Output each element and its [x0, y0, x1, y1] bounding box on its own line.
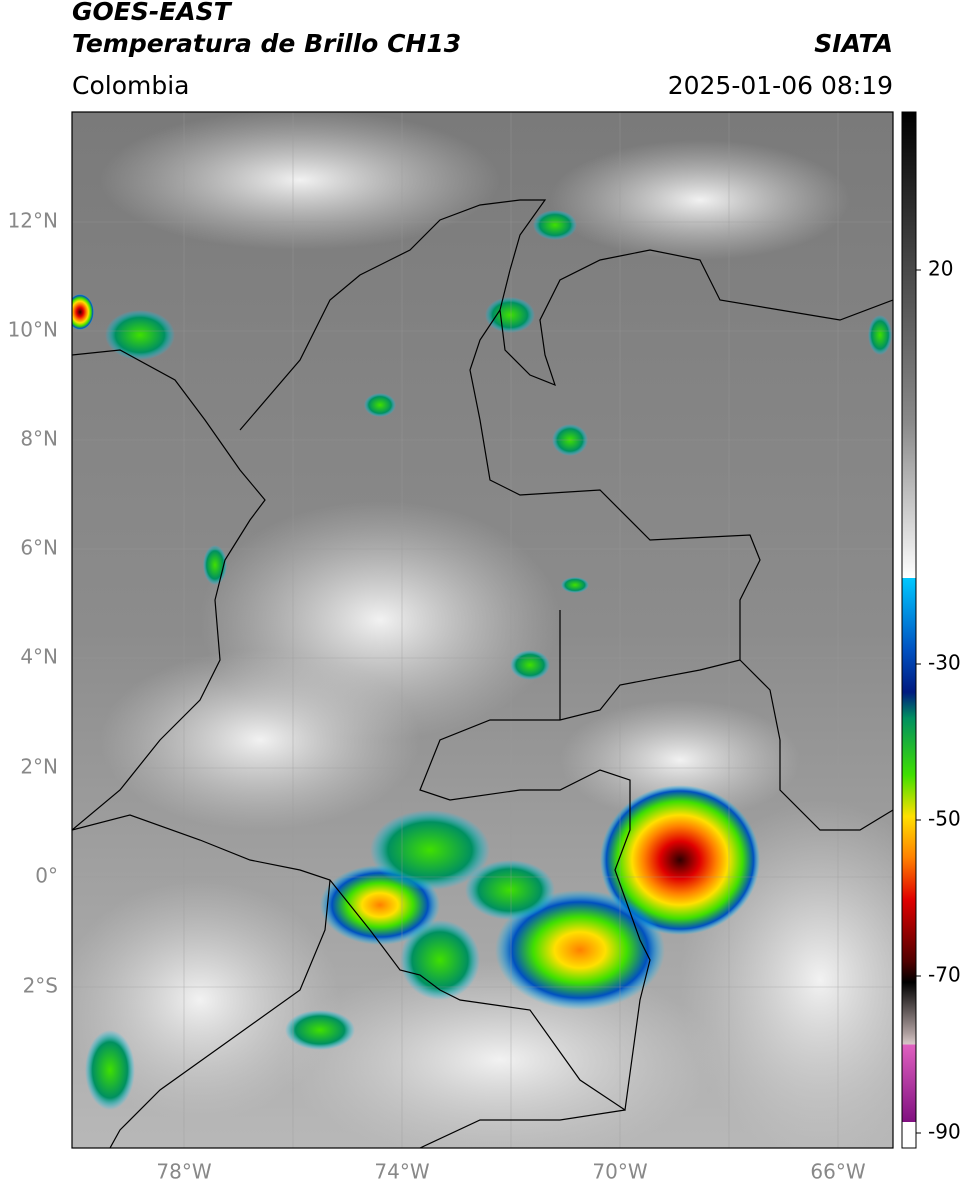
lat-label: 2°S	[23, 974, 58, 998]
lon-label: 66°W	[810, 1160, 865, 1184]
longitude-labels: 78°W 74°W 70°W 66°W	[156, 1160, 865, 1184]
colorbar-label: 20	[928, 257, 953, 281]
colorbar-label: -90	[928, 1120, 961, 1144]
lon-label: 74°W	[374, 1160, 429, 1184]
colorbar-label: -30	[928, 651, 961, 675]
lon-label: 70°W	[592, 1160, 647, 1184]
lat-label: 8°N	[20, 427, 58, 451]
colorbar-ramp	[901, 111, 917, 1149]
colorbar-label: -50	[928, 807, 961, 831]
map-frame	[71, 111, 894, 1149]
subtitle: Temperatura de Brillo CH13	[72, 29, 461, 58]
region: Colombia	[72, 71, 189, 100]
lat-label: 0°	[35, 864, 58, 888]
lon-label: 78°W	[156, 1160, 211, 1184]
lat-label: 4°N	[20, 645, 58, 669]
lat-label: 6°N	[20, 536, 58, 560]
title: GOES-EAST	[72, 0, 233, 26]
colorbar: 20 -30 -50 -70 -90	[901, 111, 961, 1149]
latitude-labels: 12°N 10°N 8°N 6°N 4°N 2°N 0° 2°S	[8, 209, 58, 998]
lat-label: 12°N	[8, 209, 58, 233]
lat-label: 2°N	[20, 755, 58, 779]
graticule	[72, 112, 893, 1148]
borders	[72, 199, 893, 1148]
convective-cells	[72, 210, 892, 1110]
satellite-image	[72, 112, 893, 1148]
source: SIATA	[814, 29, 893, 58]
datetime: 2025-01-06 08:19	[668, 71, 893, 100]
lat-label: 10°N	[8, 318, 58, 342]
colorbar-label: -70	[928, 963, 961, 987]
